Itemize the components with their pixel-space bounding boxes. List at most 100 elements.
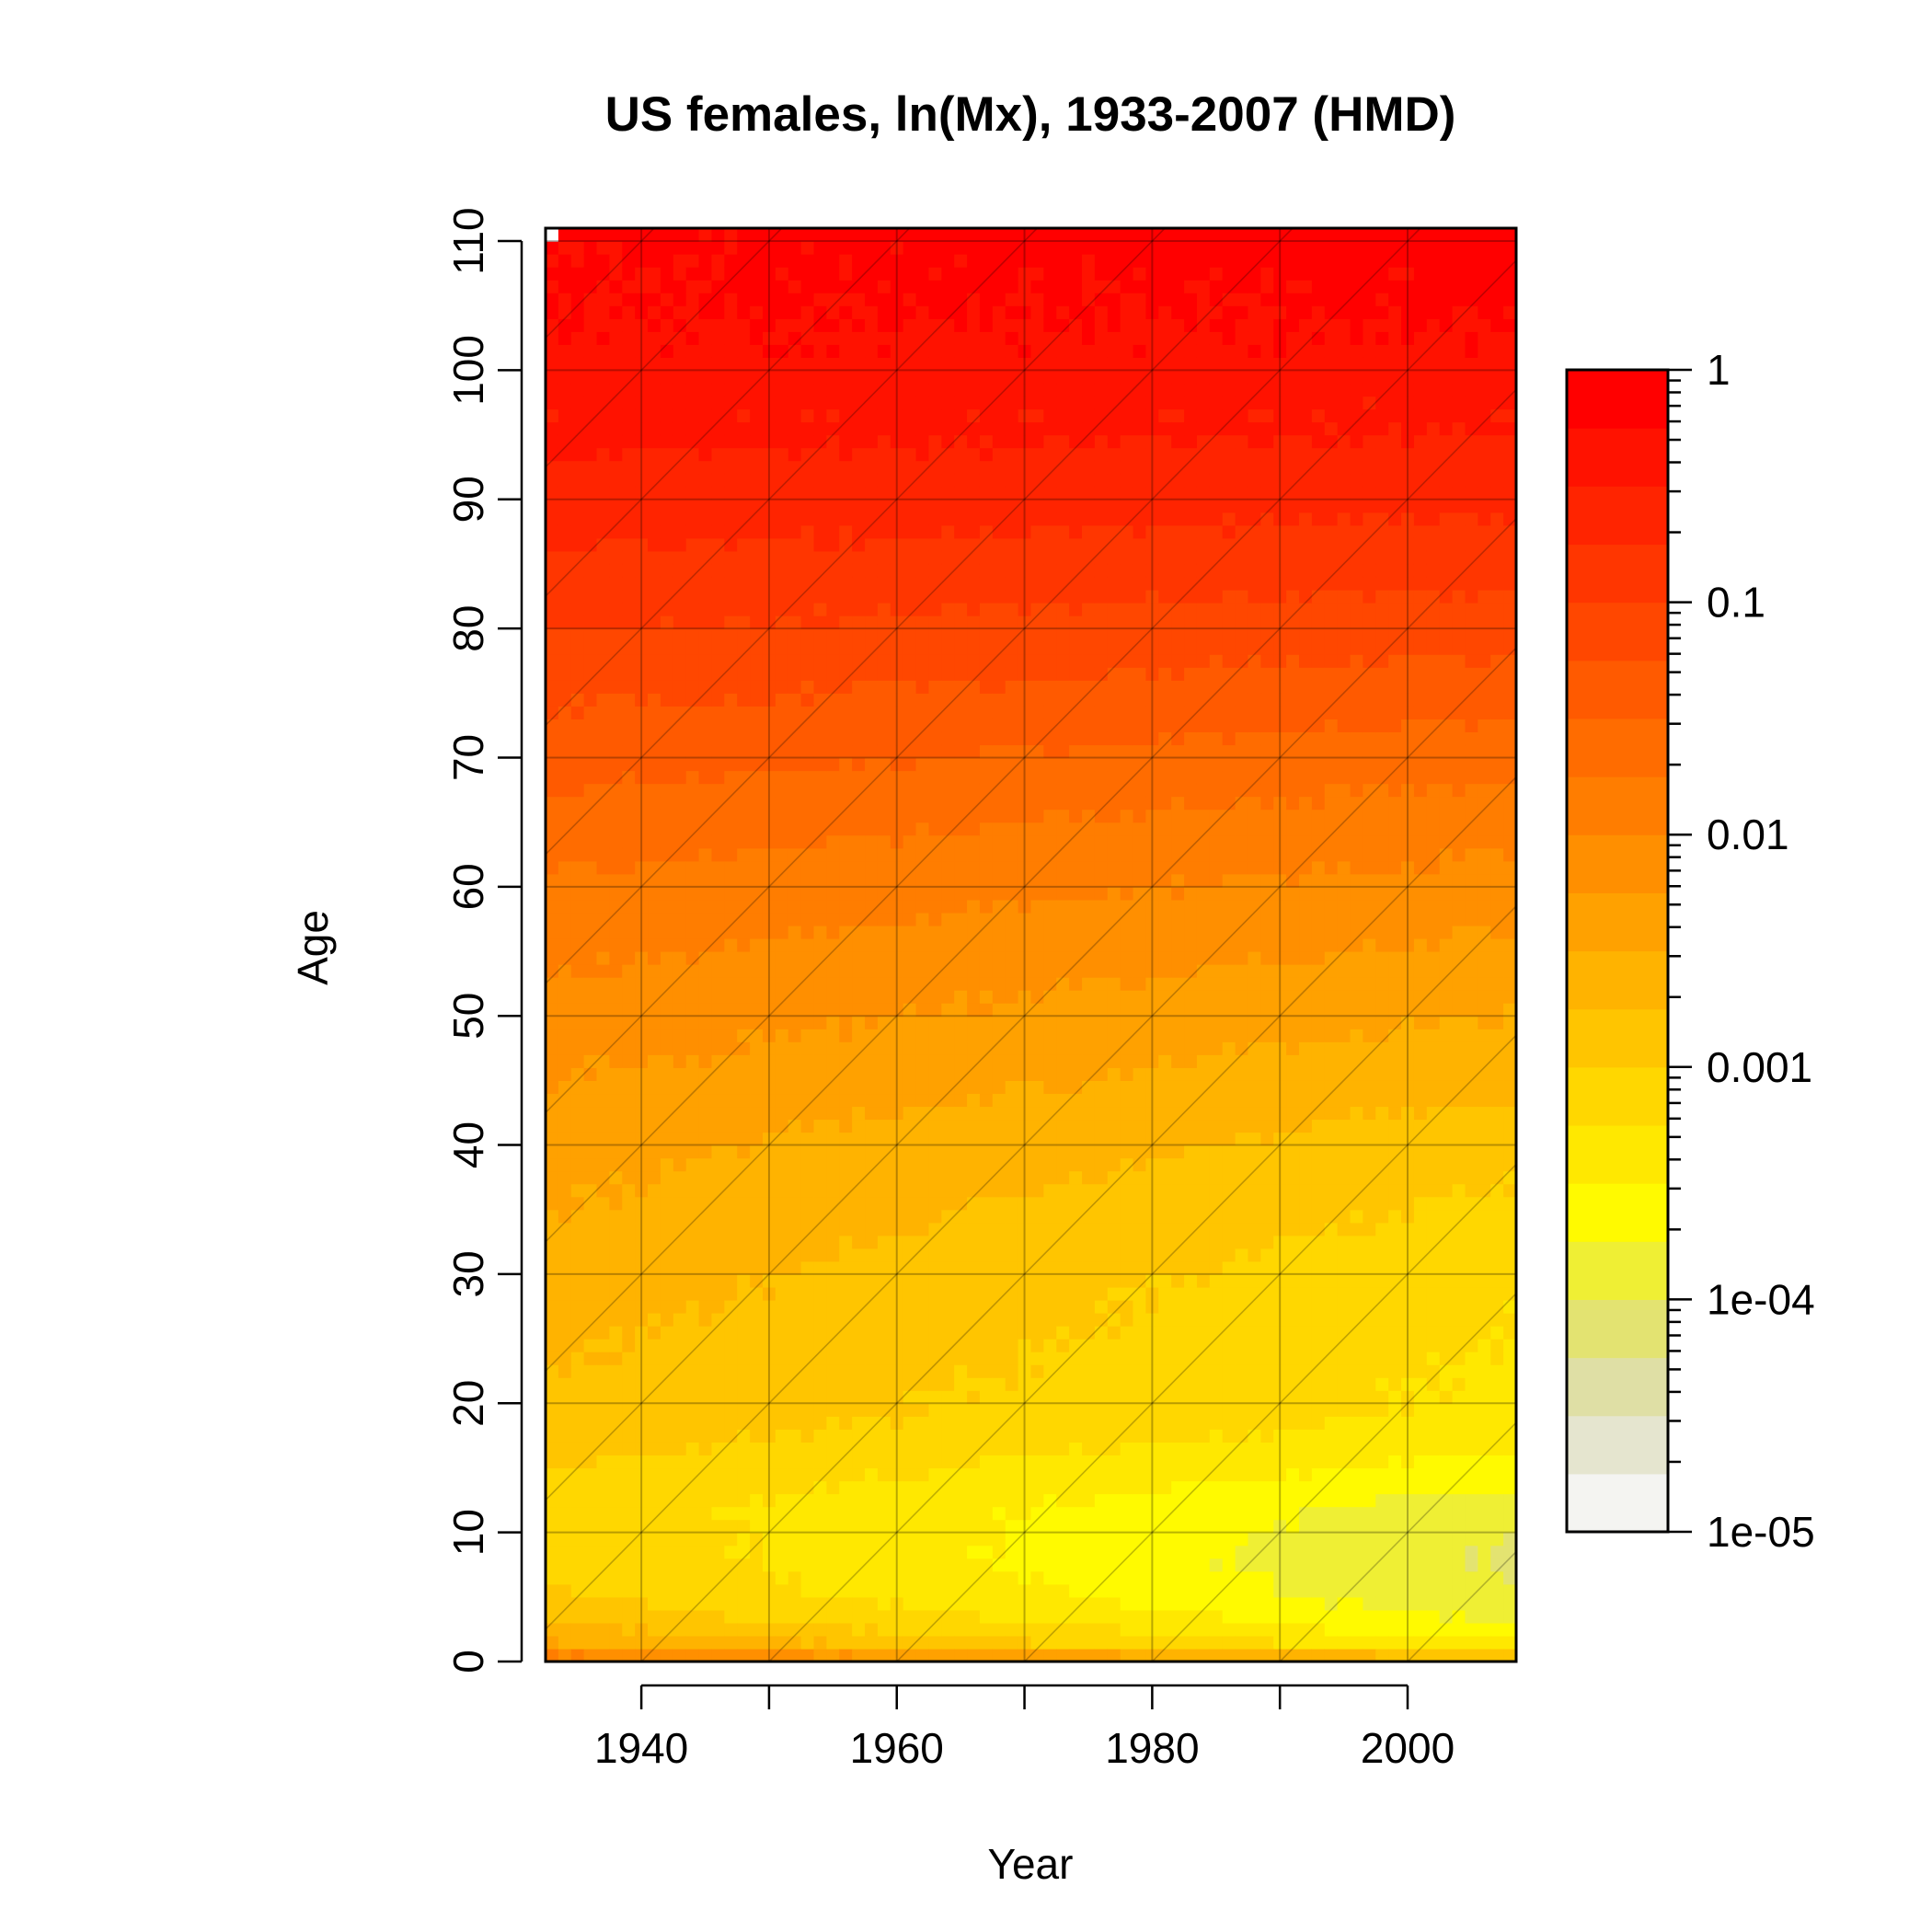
heatmap-cell bbox=[954, 318, 968, 332]
heatmap-cell bbox=[915, 1648, 930, 1662]
heatmap-cell bbox=[648, 731, 661, 746]
heatmap-cell bbox=[635, 1157, 649, 1172]
heatmap-cell bbox=[609, 486, 623, 500]
heatmap-cell bbox=[1005, 1041, 1019, 1055]
heatmap-cell bbox=[852, 912, 866, 926]
heatmap-cell bbox=[1107, 1029, 1121, 1042]
heatmap-cell bbox=[737, 757, 751, 772]
heatmap-cell bbox=[1094, 576, 1109, 591]
heatmap-cell bbox=[750, 822, 764, 836]
heatmap-cell bbox=[622, 1648, 636, 1662]
heatmap-cell bbox=[583, 1390, 598, 1404]
heatmap-cell bbox=[852, 1558, 866, 1572]
heatmap-cell bbox=[1069, 1622, 1083, 1637]
heatmap-cell bbox=[800, 1106, 815, 1121]
heatmap-cell bbox=[954, 1519, 968, 1534]
heatmap-cell bbox=[890, 641, 904, 655]
heatmap-cell bbox=[1069, 550, 1083, 565]
heatmap-cell bbox=[558, 1506, 572, 1521]
heatmap-cell bbox=[673, 628, 687, 642]
heatmap-cell bbox=[596, 1416, 611, 1430]
heatmap-cell bbox=[635, 499, 649, 513]
heatmap-cell bbox=[903, 834, 917, 849]
heatmap-cell bbox=[1082, 731, 1096, 746]
heatmap-cell bbox=[800, 1635, 815, 1650]
heatmap-cell bbox=[813, 1377, 827, 1391]
heatmap-cell bbox=[1030, 1093, 1044, 1108]
heatmap-cell bbox=[954, 241, 968, 255]
heatmap-cell bbox=[635, 1080, 649, 1095]
heatmap-cell bbox=[596, 396, 611, 410]
heatmap-cell bbox=[698, 1041, 713, 1055]
heatmap-cell bbox=[852, 1119, 866, 1133]
heatmap-cell bbox=[1056, 254, 1070, 268]
heatmap-cell bbox=[1018, 1403, 1032, 1417]
heatmap-cell bbox=[1043, 1326, 1057, 1340]
heatmap-cell bbox=[979, 1493, 994, 1508]
heatmap-cell bbox=[826, 1183, 840, 1198]
heatmap-cell bbox=[1094, 1339, 1109, 1352]
heatmap-cell bbox=[954, 706, 968, 719]
heatmap-cell bbox=[967, 447, 981, 462]
heatmap-cell bbox=[1005, 1003, 1019, 1017]
heatmap-cell bbox=[928, 1583, 942, 1598]
heatmap-cell bbox=[1069, 241, 1083, 255]
heatmap-cell bbox=[698, 331, 713, 345]
heatmap-cell bbox=[1082, 1596, 1096, 1611]
heatmap-cell bbox=[648, 873, 661, 888]
heatmap-cell bbox=[570, 1209, 585, 1224]
heatmap-cell bbox=[596, 1558, 611, 1572]
heatmap-cell bbox=[915, 486, 930, 500]
heatmap-cell bbox=[1107, 757, 1121, 772]
heatmap-cell bbox=[979, 1235, 994, 1249]
heatmap-cell bbox=[762, 1144, 776, 1159]
heatmap-cell bbox=[928, 1480, 942, 1495]
heatmap-cell bbox=[673, 305, 687, 319]
heatmap-cell bbox=[737, 1299, 751, 1314]
heatmap-cell bbox=[1107, 1209, 1121, 1224]
heatmap-cell bbox=[609, 1106, 623, 1121]
heatmap-cell bbox=[865, 1080, 879, 1095]
heatmap-cell bbox=[750, 421, 764, 436]
heatmap-cell bbox=[724, 1596, 738, 1611]
heatmap-cell bbox=[941, 1519, 955, 1534]
heatmap-cell bbox=[979, 563, 994, 578]
heatmap-cell bbox=[546, 1339, 559, 1352]
heatmap-cell bbox=[1030, 951, 1044, 965]
heatmap-cell bbox=[737, 1648, 751, 1662]
heatmap-cell bbox=[1107, 1054, 1121, 1068]
heatmap-cell bbox=[865, 1570, 879, 1585]
heatmap-cell bbox=[903, 370, 917, 385]
heatmap-cell bbox=[992, 1170, 1006, 1185]
heatmap-cell bbox=[865, 1442, 879, 1456]
heatmap-cell bbox=[648, 1222, 661, 1236]
heatmap-cell bbox=[583, 860, 598, 875]
heatmap-cell bbox=[903, 796, 917, 811]
heatmap-cell bbox=[877, 1506, 891, 1521]
heatmap-cell bbox=[865, 860, 879, 875]
heatmap-cell bbox=[622, 1364, 636, 1378]
heatmap-cell bbox=[800, 964, 815, 978]
heatmap-cell bbox=[941, 731, 955, 746]
heatmap-cell bbox=[1094, 1596, 1109, 1611]
heatmap-cell bbox=[992, 1313, 1006, 1327]
heatmap-cell bbox=[648, 937, 661, 952]
heatmap-cell bbox=[570, 834, 585, 849]
heatmap-cell bbox=[609, 667, 623, 681]
heatmap-cell bbox=[813, 873, 827, 888]
heatmap-cell bbox=[1082, 590, 1096, 604]
heatmap-cell bbox=[673, 1260, 687, 1275]
heatmap-cell bbox=[648, 990, 661, 1004]
heatmap-cell bbox=[1094, 1545, 1109, 1559]
heatmap-cell bbox=[1030, 744, 1044, 759]
heatmap-cell bbox=[698, 834, 713, 849]
heatmap-cell bbox=[673, 1106, 687, 1121]
heatmap-cell bbox=[1030, 1339, 1044, 1352]
heatmap-cell bbox=[992, 267, 1006, 281]
heatmap-cell bbox=[775, 706, 789, 719]
heatmap-cell bbox=[800, 447, 815, 462]
heatmap-cell bbox=[583, 499, 598, 513]
heatmap-cell bbox=[775, 1377, 789, 1391]
heatmap-cell bbox=[915, 834, 930, 849]
heatmap-cell bbox=[941, 486, 955, 500]
